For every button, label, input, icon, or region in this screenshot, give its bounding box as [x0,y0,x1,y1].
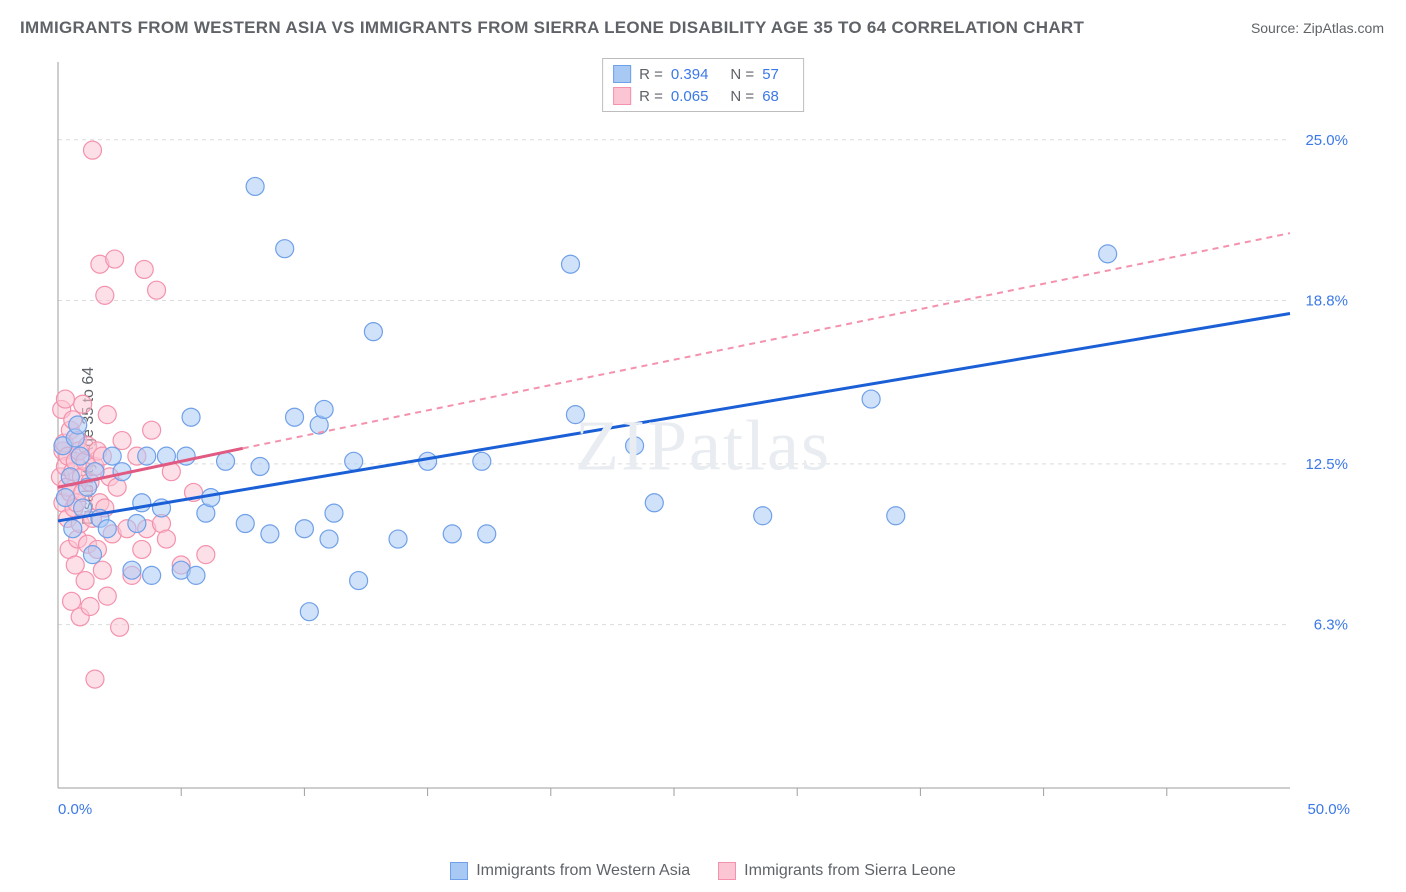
legend-item: Immigrants from Sierra Leone [718,862,956,880]
y-tick-label: 25.0% [1305,132,1348,149]
legend-label: Immigrants from Western Asia [476,862,690,880]
data-point [98,520,116,538]
data-point [98,406,116,424]
data-point [113,432,131,450]
data-point [83,141,101,159]
stat-n-label: N = [730,66,754,83]
data-point [96,286,114,304]
data-point [66,556,84,574]
y-tick-label: 18.8% [1305,293,1348,310]
stat-r-value: 0.065 [671,88,709,105]
data-point [754,507,772,525]
data-point [419,452,437,470]
data-point [276,240,294,258]
stat-n-value: 57 [762,66,779,83]
data-point [76,572,94,590]
data-point [143,566,161,584]
data-point [364,323,382,341]
stats-legend-box: R = 0.394 N = 57 R = 0.065 N = 68 [602,58,804,112]
stats-row: R = 0.065 N = 68 [613,85,793,107]
y-tick-label: 6.3% [1314,617,1348,634]
stat-n-value: 68 [762,88,779,105]
trend-line [58,314,1290,521]
data-point [143,421,161,439]
data-point [300,603,318,621]
data-point [74,395,92,413]
data-point [128,515,146,533]
data-point [93,561,111,579]
data-point [103,447,121,465]
data-point [56,489,74,507]
data-point [626,437,644,455]
x-tick-label: 0.0% [58,801,92,818]
legend-item: Immigrants from Western Asia [450,862,690,880]
data-point [106,250,124,268]
data-point [887,507,905,525]
data-point [138,447,156,465]
data-point [69,416,87,434]
data-point [286,408,304,426]
data-point [246,177,264,195]
data-point [315,400,333,418]
stat-n-label: N = [730,88,754,105]
data-point [123,561,141,579]
data-point [148,281,166,299]
legend-swatch [718,862,736,880]
data-point [645,494,663,512]
data-point [197,546,215,564]
data-point [350,572,368,590]
data-point [86,670,104,688]
data-point [71,447,89,465]
data-point [389,530,407,548]
stat-r-label: R = [639,88,663,105]
data-point [81,598,99,616]
data-point [187,566,205,584]
data-point [157,530,175,548]
stat-r-label: R = [639,66,663,83]
data-point [261,525,279,543]
y-tick-label: 12.5% [1305,456,1348,473]
chart-title: IMMIGRANTS FROM WESTERN ASIA VS IMMIGRAN… [20,18,1084,38]
scatter-chart: 6.3% 12.5% 18.8% 25.0% 0.0% 50.0% [50,54,1360,824]
data-point [325,504,343,522]
legend-swatch [613,65,631,83]
data-point [345,452,363,470]
data-point [236,515,254,533]
legend-swatch [613,87,631,105]
data-point [443,525,461,543]
data-point [133,540,151,558]
data-point [64,520,82,538]
stat-r-value: 0.394 [671,66,709,83]
data-point [56,390,74,408]
stats-row: R = 0.394 N = 57 [613,63,793,85]
data-point [111,618,129,636]
data-point [135,260,153,278]
data-point [98,587,116,605]
data-point [217,452,235,470]
legend-swatch [450,862,468,880]
legend-label: Immigrants from Sierra Leone [744,862,956,880]
data-point [83,546,101,564]
data-point [295,520,313,538]
data-point [251,457,269,475]
chart-container: IMMIGRANTS FROM WESTERN ASIA VS IMMIGRAN… [0,0,1406,892]
bottom-legend: Immigrants from Western Asia Immigrants f… [0,862,1406,880]
x-tick-label: 50.0% [1307,801,1350,818]
data-point [182,408,200,426]
data-point [473,452,491,470]
data-point [566,406,584,424]
source-attr: Source: ZipAtlas.com [1251,20,1384,36]
data-point [478,525,496,543]
data-point [862,390,880,408]
data-point [1099,245,1117,263]
data-point [562,255,580,273]
data-point [320,530,338,548]
